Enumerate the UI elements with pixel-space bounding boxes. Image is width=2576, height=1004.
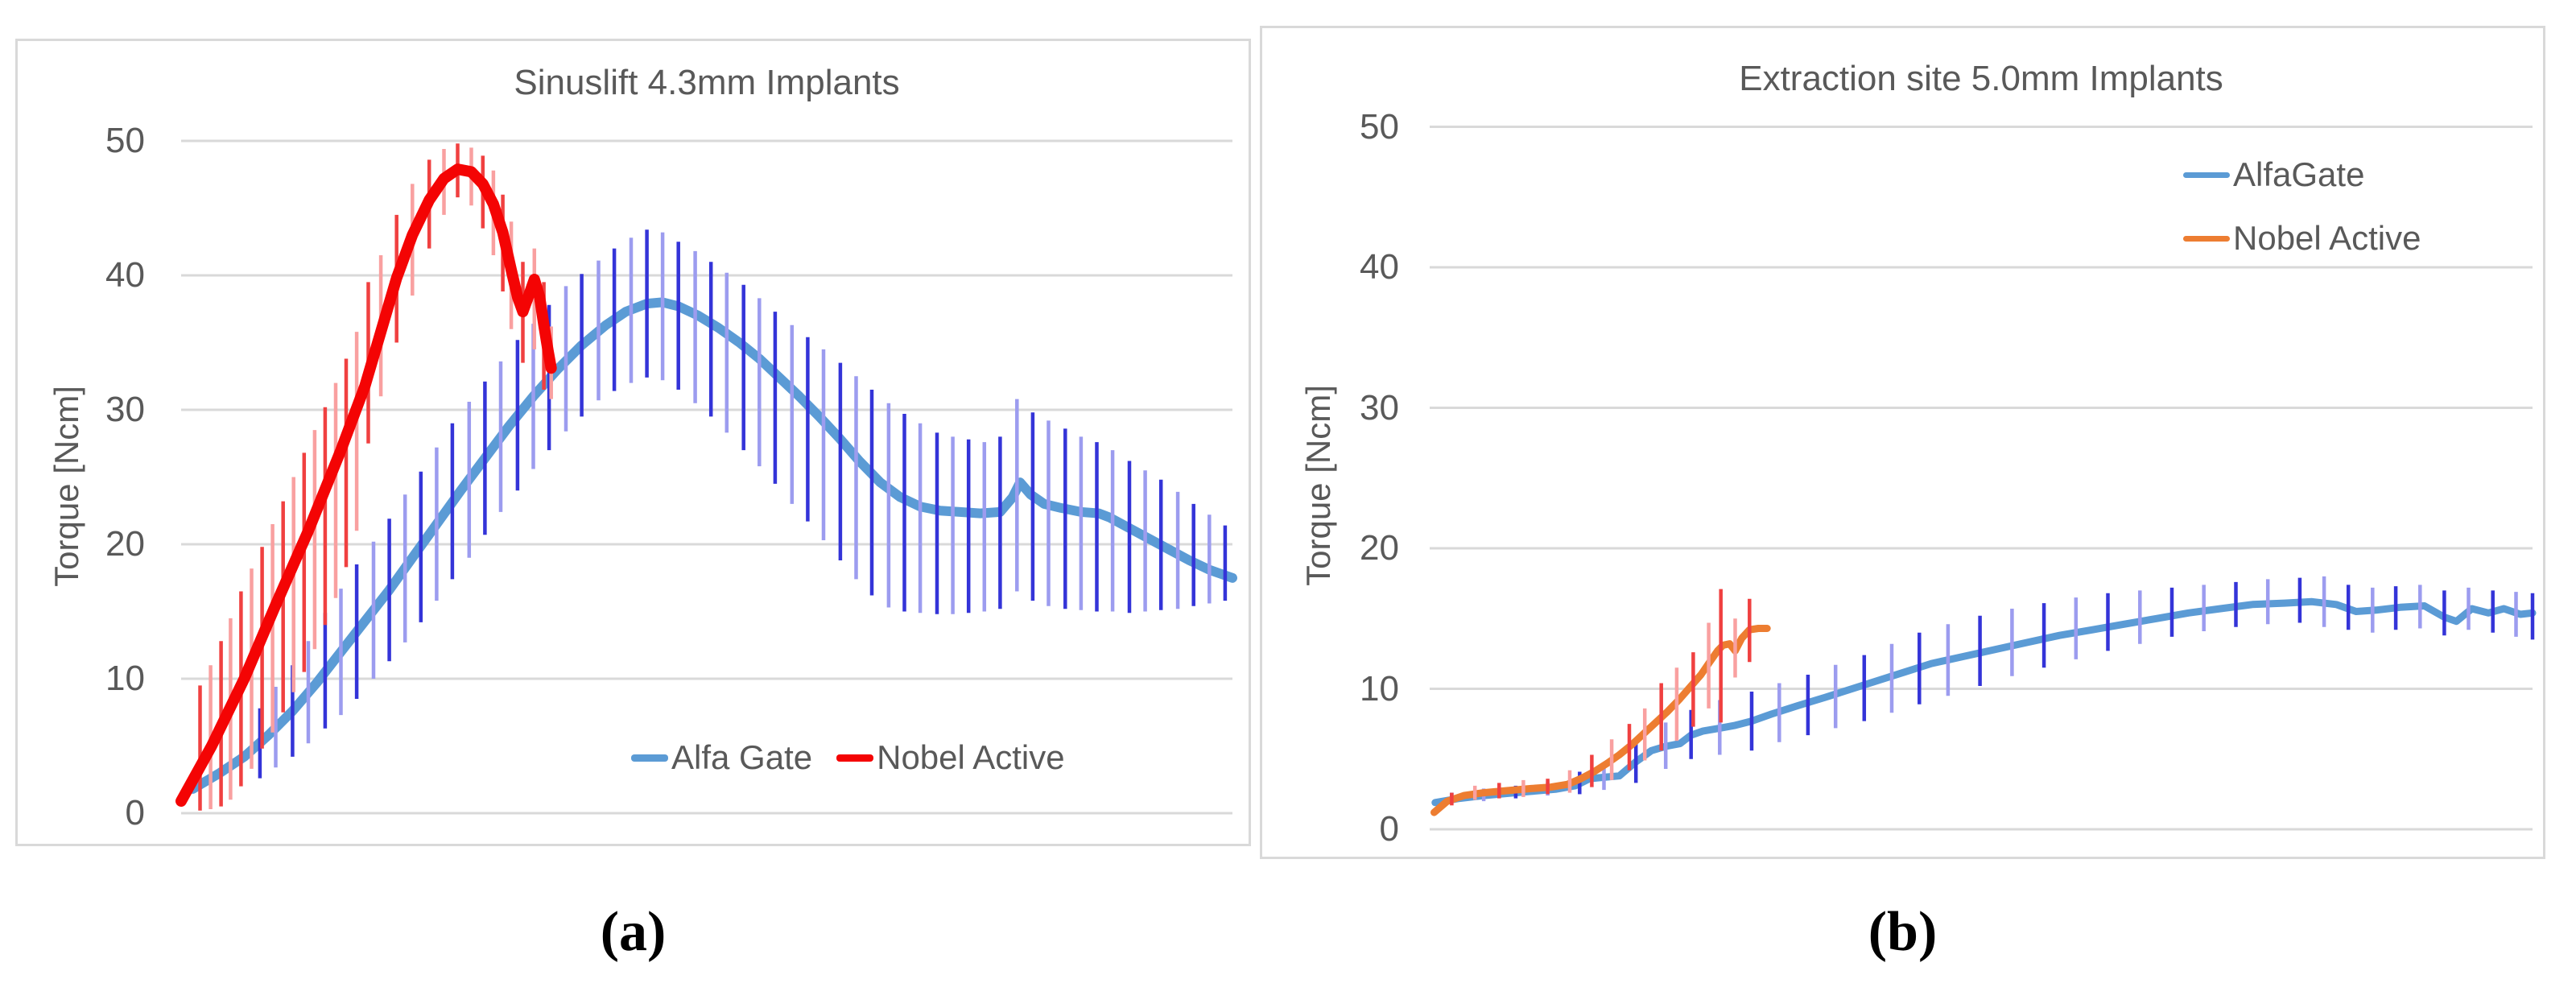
legend-dash-icon — [2183, 171, 2230, 178]
legend-label: AlfaGate — [2233, 155, 2365, 193]
legend-dash-icon — [631, 754, 668, 762]
chart-a-plot — [175, 139, 1237, 815]
legend-label: Nobel Active — [877, 738, 1065, 776]
y-tick-label-0: 0 — [125, 793, 145, 833]
series-line-a-1 — [175, 163, 557, 807]
y-tick-label-50: 50 — [1360, 106, 1399, 147]
legend-item-alfa-gate: Alfa Gate — [631, 740, 812, 775]
subfigure-label-b: (b) — [1868, 901, 1938, 963]
y-tick-label-40: 40 — [1360, 247, 1399, 287]
y-tick-label-50: 50 — [105, 121, 145, 160]
y-tick-label-10: 10 — [105, 659, 145, 698]
y-tick-label-40: 40 — [105, 255, 145, 295]
y-tick-label-30: 30 — [105, 390, 145, 429]
chart-panel-extraction: Extraction site 5.0mm Implants Torque [N… — [1260, 26, 2545, 859]
chart-b-plot — [1430, 126, 2537, 831]
error-bars-a-0 — [258, 229, 1228, 779]
subfigure-label-a: (a) — [600, 901, 667, 963]
legend-label: Nobel Active — [2233, 219, 2421, 257]
y-tick-label-10: 10 — [1360, 668, 1399, 709]
series-line-b-1 — [1430, 625, 1771, 816]
legend-item-nobel-active: Nobel Active — [836, 738, 1065, 776]
legend-label: Alfa Gate — [671, 738, 813, 776]
y-tick-label-20: 20 — [1360, 528, 1399, 568]
y-tick-label-0: 0 — [1379, 809, 1399, 849]
chart-a-y-axis-label: Torque [Ncm] — [47, 386, 85, 587]
chart-a-legend: Alfa Gate Nobel Active — [631, 740, 1065, 775]
error-bars-b-1 — [1450, 589, 1752, 806]
error-bars-a-1 — [198, 143, 553, 811]
chart-panel-sinuslift: Sinuslift 4.3mm Implants Torque [Ncm] 0 1… — [15, 39, 1251, 846]
legend-item-nobel-active: Nobel Active — [2183, 221, 2421, 256]
series-line-a-0 — [188, 297, 1237, 794]
y-tick-label-20: 20 — [105, 524, 145, 564]
series-line-b-0 — [1431, 597, 2537, 807]
legend-dash-icon — [2183, 235, 2230, 242]
chart-b-title: Extraction site 5.0mm Implants — [1739, 59, 2223, 98]
chart-a-title: Sinuslift 4.3mm Implants — [514, 63, 900, 102]
error-bars-b-0 — [1450, 576, 2535, 803]
y-tick-label-30: 30 — [1360, 387, 1399, 428]
chart-b-legend: AlfaGate Nobel Active — [2183, 157, 2421, 256]
legend-dash-icon — [836, 754, 874, 762]
legend-item-alfagate: AlfaGate — [2183, 157, 2421, 192]
chart-b-y-axis-label: Torque [Ncm] — [1299, 385, 1337, 586]
